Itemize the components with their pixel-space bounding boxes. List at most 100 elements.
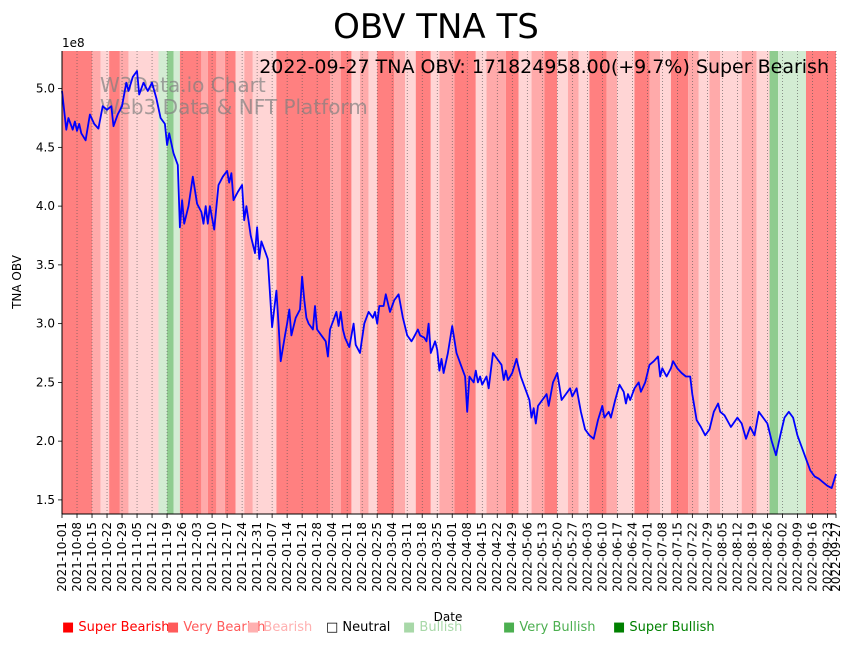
band-bearish	[430, 51, 440, 514]
band-bearish	[756, 51, 770, 514]
band-bearish	[660, 51, 671, 514]
y-tick-label: 4.5	[36, 140, 55, 154]
band-bearish	[252, 51, 277, 514]
x-tick-label: 2022-06-17	[610, 522, 624, 592]
x-tick-label: 2022-03-18	[415, 522, 429, 592]
x-tick-label: 2022-03-04	[385, 522, 399, 592]
y-tick-label: 2.0	[36, 434, 55, 448]
band-very-bearish	[688, 51, 699, 514]
legend-item: ■ Very Bullish	[503, 620, 596, 635]
x-tick-label: 2022-09-09	[790, 522, 804, 592]
legend-item: ■ Bullish	[403, 620, 463, 635]
x-tick-label: 2022-08-12	[730, 522, 744, 592]
signal-bands	[62, 51, 836, 514]
x-tick-label: 2022-07-01	[640, 522, 654, 592]
band-bearish	[405, 51, 416, 514]
legend-item: ■ Super Bullish	[613, 620, 715, 635]
x-tick-label: 2021-11-12	[145, 522, 159, 592]
y-tick-label: 1.5	[36, 493, 55, 507]
band-super-bearish	[589, 51, 607, 514]
band-bullish	[173, 51, 180, 514]
y-tick-label: 3.5	[36, 258, 55, 272]
band-super-bearish	[454, 51, 476, 514]
band-super-bearish	[377, 51, 395, 514]
band-very-bearish	[709, 51, 721, 514]
x-tick-label: 2021-10-22	[100, 522, 114, 592]
x-tick-label: 2021-10-08	[70, 522, 84, 592]
x-tick-label: 2021-11-26	[175, 522, 189, 592]
x-tick-label: 2022-04-01	[445, 522, 459, 592]
band-super-bearish	[224, 51, 236, 514]
x-tick-label: 2022-03-25	[430, 522, 444, 592]
x-axis-label: Date	[434, 610, 463, 624]
band-very-bearish	[531, 51, 545, 514]
x-tick-label: 2022-06-03	[580, 522, 594, 592]
x-tick-label: 2022-05-27	[565, 522, 579, 592]
watermark: W3Data.io Chart Web3 Data & NFT Platform	[100, 73, 368, 119]
band-very-bearish	[649, 51, 661, 514]
x-tick-label: 2022-02-25	[370, 522, 384, 592]
x-tick-label: 2022-04-15	[475, 522, 489, 592]
band-bearish	[235, 51, 245, 514]
x-tick-label: 2022-04-29	[505, 522, 519, 592]
legend-item: ■ Super Bearish	[62, 620, 170, 635]
band-very-bearish	[567, 51, 579, 514]
x-tick-label: 2022-05-20	[550, 522, 564, 592]
legend-item: ■ Very Bearish	[167, 620, 266, 635]
band-very-bearish	[330, 51, 341, 514]
band-bearish	[698, 51, 710, 514]
x-tick-label: 2022-08-05	[715, 522, 729, 592]
x-tick-label: 2021-10-29	[115, 522, 129, 592]
x-tick-label: 2022-01-21	[295, 522, 309, 592]
band-bearish	[351, 51, 361, 514]
x-tick-label: 2021-11-19	[160, 522, 174, 592]
x-tick-label: 2022-09-23	[820, 522, 834, 592]
x-tick-label: 2022-01-07	[265, 522, 279, 592]
chart-subtitle: 2022-09-27 TNA OBV: 171824958.00(+9.7%) …	[259, 56, 829, 78]
band-bearish	[518, 51, 532, 514]
band-bullish	[778, 51, 783, 514]
band-bearish	[475, 51, 487, 514]
y-scale-label: 1e8	[62, 36, 85, 50]
x-tick-label: 2022-02-18	[355, 522, 369, 592]
band-bullish	[158, 51, 168, 514]
x-tick-label: 2022-09-16	[805, 522, 819, 592]
band-very-bearish	[201, 51, 208, 514]
x-tick-label: 2022-08-19	[745, 522, 759, 592]
x-tick-label: 2022-08-26	[760, 522, 774, 592]
legend-item: ■ Bearish	[247, 620, 313, 635]
band-super-bearish	[109, 51, 120, 514]
band-bearish	[368, 51, 378, 514]
x-ticks: 2021-10-01 2021-10-08 2021-10-15 2021-10-22…	[55, 514, 843, 592]
band-bullish	[782, 51, 806, 514]
x-tick-label: 2022-07-22	[685, 522, 699, 592]
band-very-bearish	[92, 51, 101, 514]
x-tick-label: 2021-12-31	[250, 522, 264, 592]
band-bearish	[578, 51, 590, 514]
x-tick-label: 2021-12-10	[205, 522, 219, 592]
x-tick-label: 2022-01-14	[280, 522, 294, 592]
band-very-bearish	[119, 51, 129, 514]
x-tick-label: 2021-10-01	[55, 522, 69, 592]
band-very-bearish	[606, 51, 618, 514]
band-super-bearish	[670, 51, 689, 514]
y-ticks: 1.5 2.0 2.5 3.0 3.5 4.0 4.5 5.0	[36, 82, 62, 507]
x-tick-label: 2022-04-22	[490, 522, 504, 592]
x-tick-label: 2021-10-15	[85, 522, 99, 592]
band-very-bearish	[741, 51, 757, 514]
band-very-bullish	[167, 51, 174, 514]
y-tick-label: 3.0	[36, 317, 55, 331]
x-tick-label: 2022-05-06	[520, 522, 534, 592]
obv-series	[61, 70, 837, 490]
band-very-bearish	[439, 51, 455, 514]
band-bearish	[617, 51, 635, 514]
band-super-bearish	[179, 51, 202, 514]
x-tick-label: 2022-02-04	[325, 522, 339, 592]
band-super-bearish	[805, 51, 836, 514]
x-tick-label: 2022-07-29	[700, 522, 714, 592]
band-bearish	[100, 51, 110, 514]
x-tick-label: 2022-07-15	[670, 522, 684, 592]
band-bearish	[128, 51, 159, 514]
vertical-grid	[61, 51, 837, 514]
